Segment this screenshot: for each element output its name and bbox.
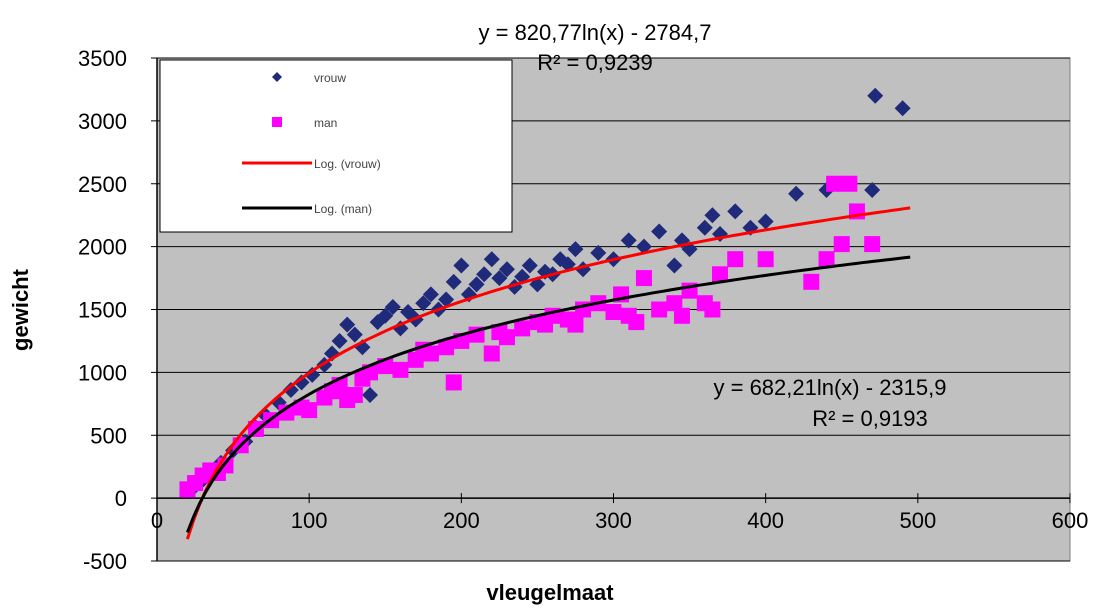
point-vrouw-65 bbox=[894, 100, 911, 117]
axes bbox=[151, 57, 1071, 562]
point-man-57 bbox=[841, 175, 858, 192]
point-vrouw-25 bbox=[415, 295, 432, 312]
point-vrouw-55 bbox=[696, 219, 713, 236]
point-man-28 bbox=[483, 345, 500, 362]
x-tick-label-4: 400 bbox=[747, 508, 784, 533]
trendlines bbox=[185, 206, 911, 540]
trendline-1 bbox=[186, 255, 911, 533]
point-man-59 bbox=[864, 236, 881, 253]
point-vrouw-33 bbox=[476, 266, 493, 283]
x-tick-label-5: 500 bbox=[899, 508, 936, 533]
x-axis-title: vleugelmaat bbox=[486, 580, 614, 605]
point-vrouw-47 bbox=[590, 244, 607, 261]
point-man-46 bbox=[673, 307, 690, 324]
x-tick-label-2: 200 bbox=[443, 508, 480, 533]
y-tick-label-2: 500 bbox=[90, 423, 127, 448]
point-man-36 bbox=[567, 316, 584, 333]
legend-marker-0 bbox=[272, 72, 282, 82]
legend-label-3: Log. (man) bbox=[314, 202, 372, 216]
point-man-51 bbox=[727, 251, 744, 268]
point-vrouw-9 bbox=[282, 381, 299, 398]
point-vrouw-51 bbox=[651, 223, 668, 240]
point-vrouw-18 bbox=[362, 387, 379, 404]
y-tick-label-5: 2000 bbox=[78, 235, 127, 260]
point-vrouw-26 bbox=[422, 286, 439, 303]
point-man-39 bbox=[605, 304, 622, 321]
point-man-24 bbox=[438, 339, 455, 356]
y-tick-label-6: 2500 bbox=[78, 172, 127, 197]
point-man-31 bbox=[514, 320, 531, 337]
point-man-44 bbox=[651, 301, 668, 318]
trendline-0 bbox=[185, 206, 911, 540]
point-vrouw-30 bbox=[453, 257, 470, 274]
trend-r2-vrouw: R² = 0,9239 bbox=[537, 50, 653, 75]
legend-box bbox=[159, 59, 513, 233]
y-tick-label-1: 0 bbox=[115, 486, 127, 511]
point-man-20 bbox=[392, 361, 409, 378]
point-vrouw-45 bbox=[567, 241, 584, 258]
legend-label-0: vrouw bbox=[314, 71, 346, 85]
point-man-9 bbox=[278, 404, 295, 421]
legend-label-1: man bbox=[314, 116, 337, 130]
point-man-42 bbox=[628, 314, 645, 331]
y-tick-labels: -500 0 500 1000 1500 2000 2500 3000 3500 bbox=[78, 46, 127, 574]
point-vrouw-28 bbox=[438, 291, 455, 308]
trend-equation-vrouw: y = 820,77ln(x) - 2784,7 bbox=[479, 20, 712, 45]
point-man-55 bbox=[826, 175, 843, 192]
point-vrouw-63 bbox=[864, 182, 881, 199]
point-man-54 bbox=[818, 251, 835, 268]
point-vrouw-36 bbox=[498, 261, 515, 278]
point-vrouw-14 bbox=[331, 332, 348, 349]
point-man-43 bbox=[635, 270, 652, 287]
point-man-52 bbox=[757, 251, 774, 268]
point-man-53 bbox=[803, 273, 820, 290]
trend-equation-man: y = 682,21ln(x) - 2315,9 bbox=[714, 375, 947, 400]
point-vrouw-21 bbox=[384, 298, 401, 315]
y-tick-label-0: -500 bbox=[83, 549, 127, 574]
point-vrouw-60 bbox=[757, 213, 774, 230]
legend: vrouw man Log. (vrouw) Log. (man) bbox=[159, 59, 513, 233]
y-tick-label-8: 3500 bbox=[78, 46, 127, 71]
data-points bbox=[179, 87, 911, 499]
point-man-23 bbox=[422, 345, 439, 362]
point-man-11 bbox=[301, 402, 318, 419]
point-man-16 bbox=[346, 387, 363, 404]
y-tick-label-3: 1000 bbox=[78, 360, 127, 385]
legend-marker-1 bbox=[272, 117, 282, 127]
point-vrouw-32 bbox=[468, 276, 485, 293]
y-tick-label-4: 1500 bbox=[78, 298, 127, 323]
point-man-25 bbox=[445, 374, 462, 391]
point-vrouw-15 bbox=[339, 316, 356, 333]
point-vrouw-56 bbox=[704, 207, 721, 224]
point-vrouw-34 bbox=[483, 251, 500, 268]
point-vrouw-29 bbox=[445, 273, 462, 290]
point-vrouw-39 bbox=[521, 257, 538, 274]
x-tick-labels: 0 100 200 300 400 500 600 bbox=[151, 508, 1088, 533]
y-tick-label-7: 3000 bbox=[78, 109, 127, 134]
point-man-56 bbox=[833, 236, 850, 253]
point-vrouw-52 bbox=[666, 257, 683, 274]
point-vrouw-64 bbox=[867, 87, 884, 104]
point-man-45 bbox=[666, 295, 683, 312]
point-vrouw-10 bbox=[293, 374, 310, 391]
trend-r2-man: R² = 0,9193 bbox=[812, 406, 928, 431]
point-man-30 bbox=[498, 329, 515, 346]
point-vrouw-35 bbox=[491, 270, 508, 287]
x-tick-label-6: 600 bbox=[1052, 508, 1089, 533]
point-vrouw-58 bbox=[727, 203, 744, 220]
point-vrouw-49 bbox=[620, 232, 637, 249]
point-vrouw-20 bbox=[377, 307, 394, 324]
y-axis-title: gewicht bbox=[8, 268, 33, 351]
x-tick-label-0: 0 bbox=[151, 508, 163, 533]
point-man-50 bbox=[712, 266, 729, 283]
point-vrouw-61 bbox=[788, 185, 805, 202]
point-man-49 bbox=[704, 301, 721, 318]
x-tick-label-1: 100 bbox=[291, 508, 328, 533]
legend-label-2: Log. (vrouw) bbox=[314, 157, 381, 171]
point-vrouw-11 bbox=[304, 366, 321, 383]
x-tick-label-3: 300 bbox=[595, 508, 632, 533]
point-vrouw-16 bbox=[346, 326, 363, 343]
